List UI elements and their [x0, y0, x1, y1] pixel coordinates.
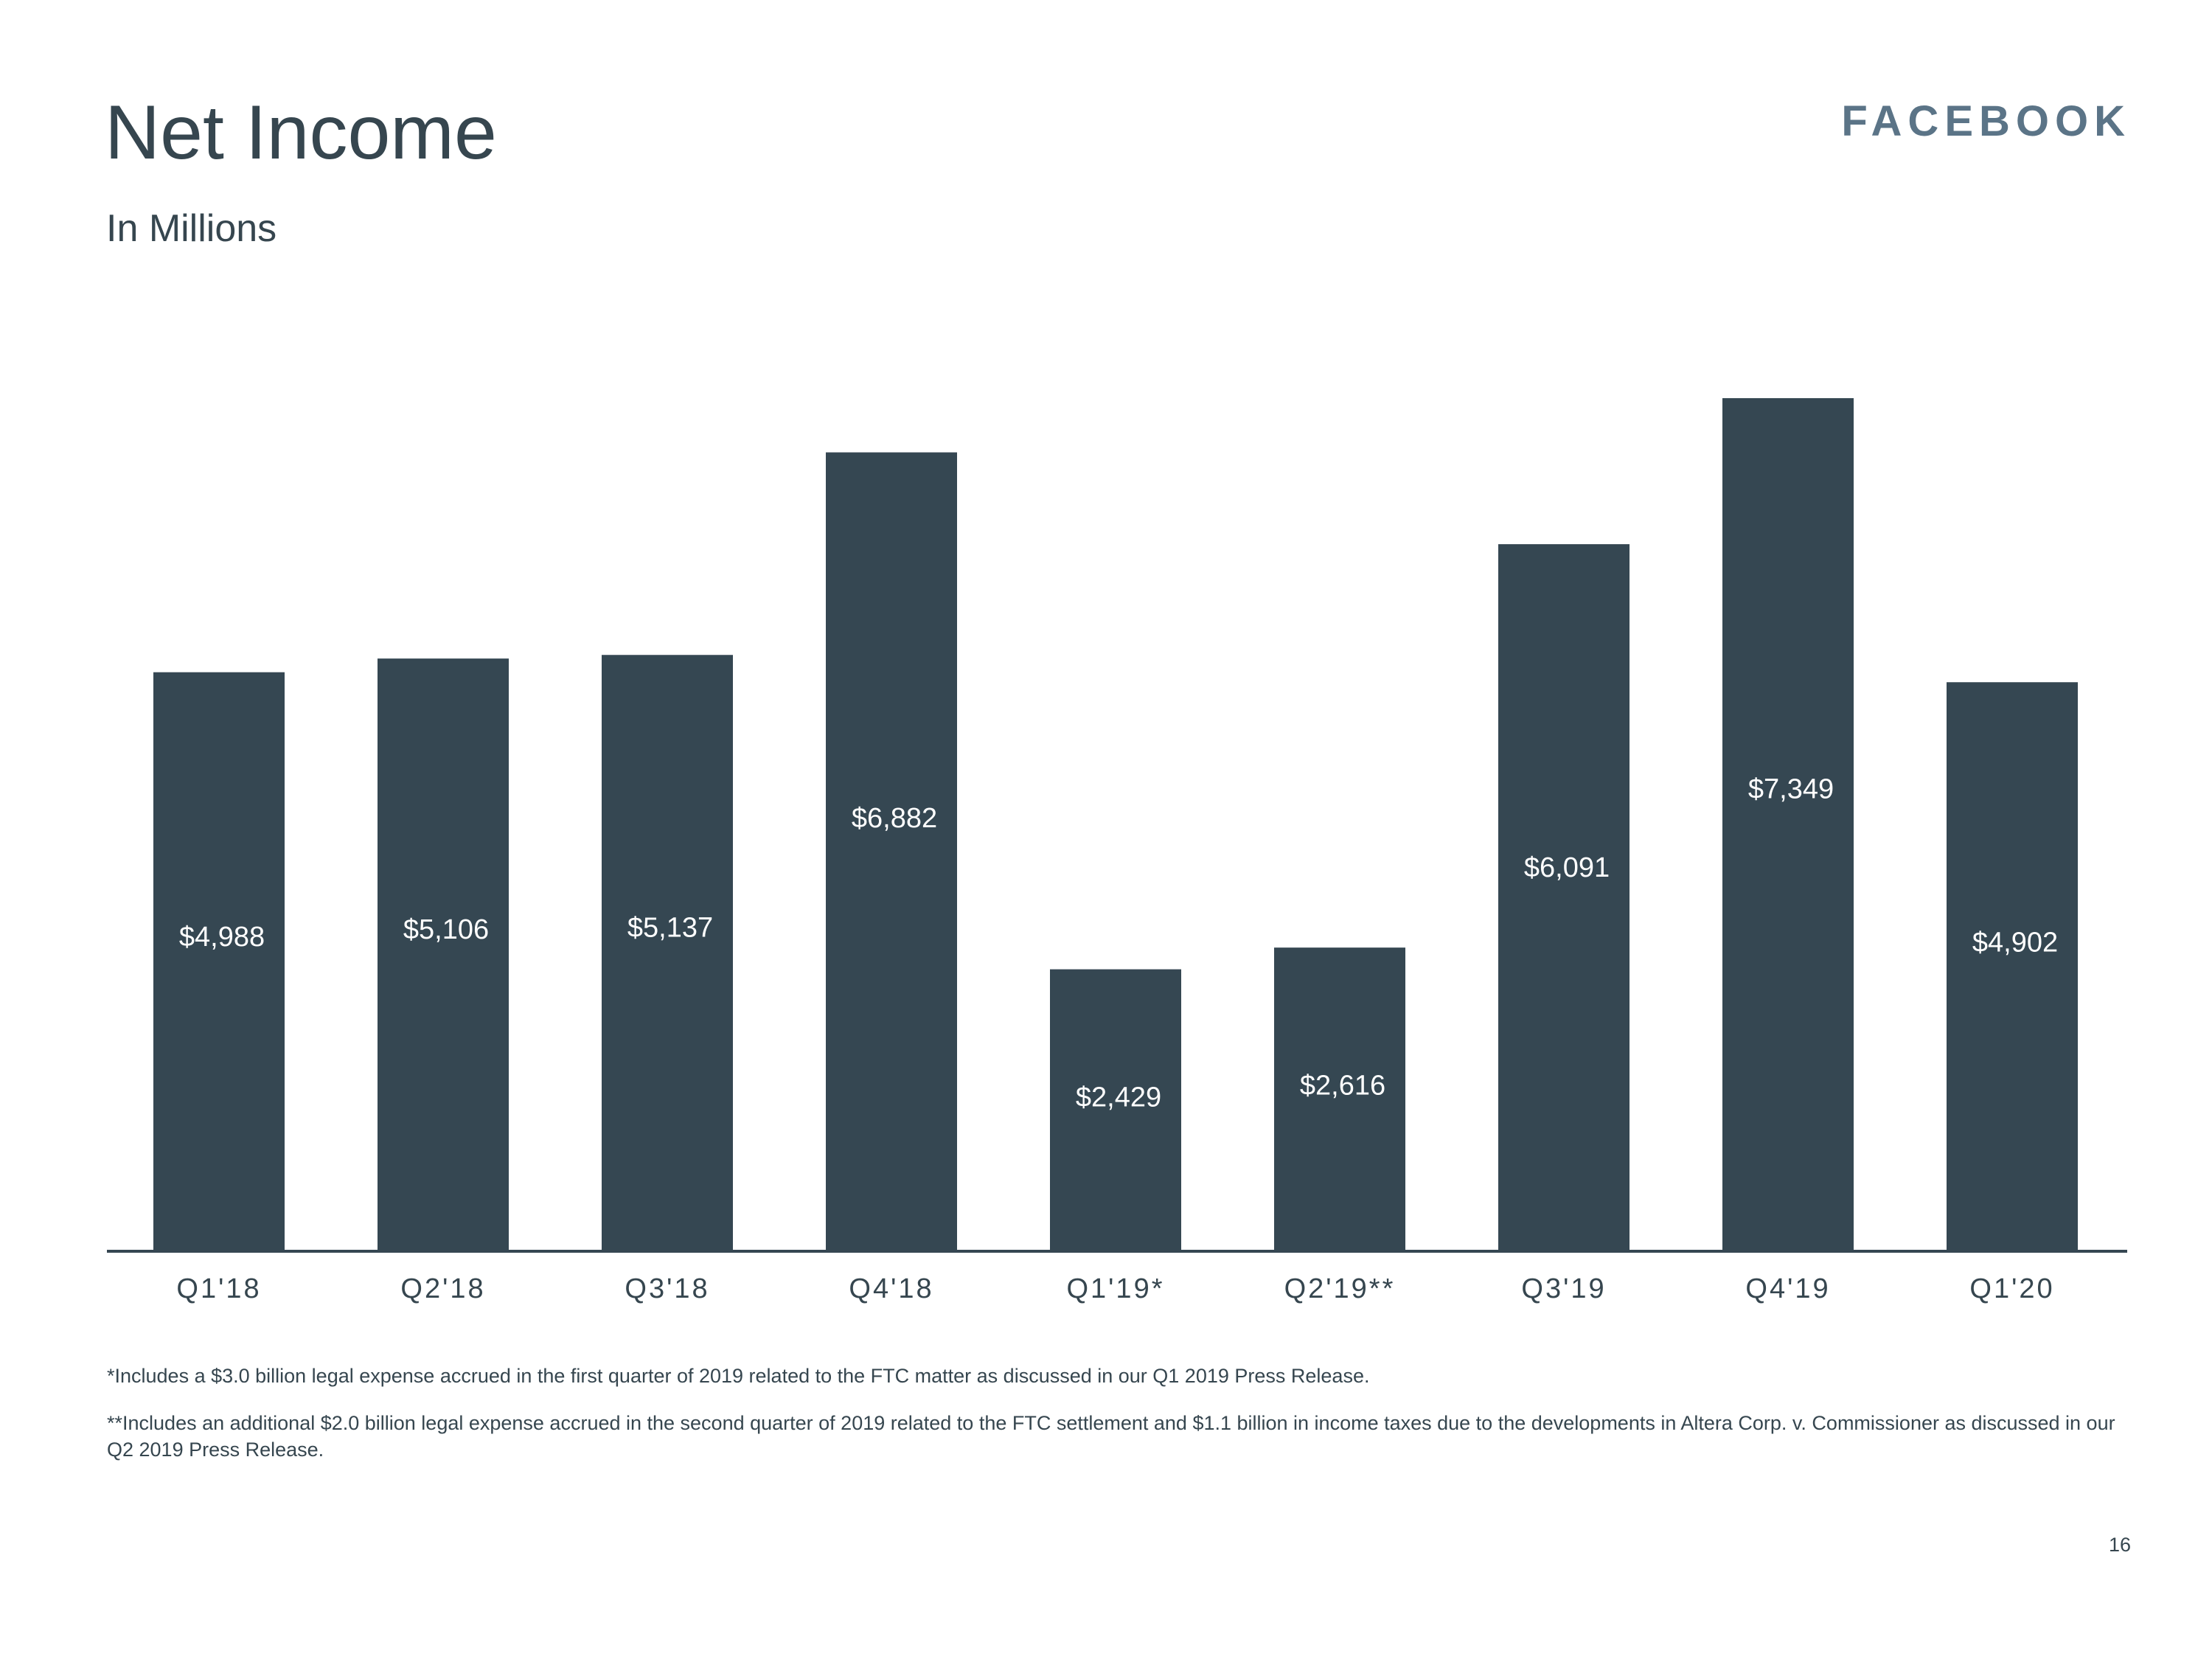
bar-5	[1274, 947, 1405, 1251]
x-tick-label: Q3'19	[1521, 1273, 1606, 1304]
bar-value-label: $4,902	[1972, 927, 2058, 958]
bar-value-label: $2,429	[1076, 1082, 1161, 1113]
footnote-2: **Includes an additional $2.0 billion le…	[107, 1412, 2115, 1461]
bar-value-label: $7,349	[1748, 773, 1834, 804]
x-tick-label: Q1'20	[1969, 1273, 2054, 1304]
x-tick-label: Q3'18	[625, 1273, 709, 1304]
bar-0	[153, 672, 285, 1251]
x-tick-label: Q4'18	[849, 1273, 933, 1304]
page-subtitle: In Millions	[106, 207, 277, 250]
x-tick-label: Q2'19**	[1284, 1273, 1396, 1304]
bar-labels-group: $4,988 $5,106 $5,137 $6,882 $2,429 $2,616 $6,0…	[179, 773, 2058, 1113]
footnote-1: *Includes a $3.0 billion legal expense a…	[107, 1365, 1370, 1387]
x-tick-label: Q1'19*	[1066, 1273, 1164, 1304]
x-tick-label: Q1'18	[176, 1273, 261, 1304]
page-title: Net Income	[105, 90, 497, 175]
bar-value-label: $5,137	[627, 912, 713, 943]
bar-3	[826, 452, 957, 1252]
bar-value-label: $5,106	[403, 914, 489, 945]
bar-1	[378, 658, 509, 1251]
bar-value-label: $4,988	[179, 922, 265, 953]
brand-logo: FACEBOOK	[1841, 97, 2131, 145]
bar-7	[1722, 398, 1854, 1251]
bars-group	[153, 398, 2078, 1252]
bar-value-label: $6,882	[852, 803, 937, 834]
bar-6	[1498, 544, 1630, 1251]
bar-4	[1050, 969, 1181, 1251]
bar-2	[602, 655, 733, 1251]
x-tick-label: Q4'19	[1745, 1273, 1830, 1304]
page-number: 16	[2108, 1534, 2131, 1556]
bar-value-label: $6,091	[1524, 852, 1610, 883]
bar-value-label: $2,616	[1300, 1071, 1385, 1102]
x-tick-labels-group: Q1'18 Q2'18 Q3'18 Q4'18 Q1'19* Q2'19** Q3'19 Q4…	[176, 1273, 2054, 1304]
x-tick-label: Q2'18	[400, 1273, 485, 1304]
bar-8	[1947, 682, 2078, 1251]
